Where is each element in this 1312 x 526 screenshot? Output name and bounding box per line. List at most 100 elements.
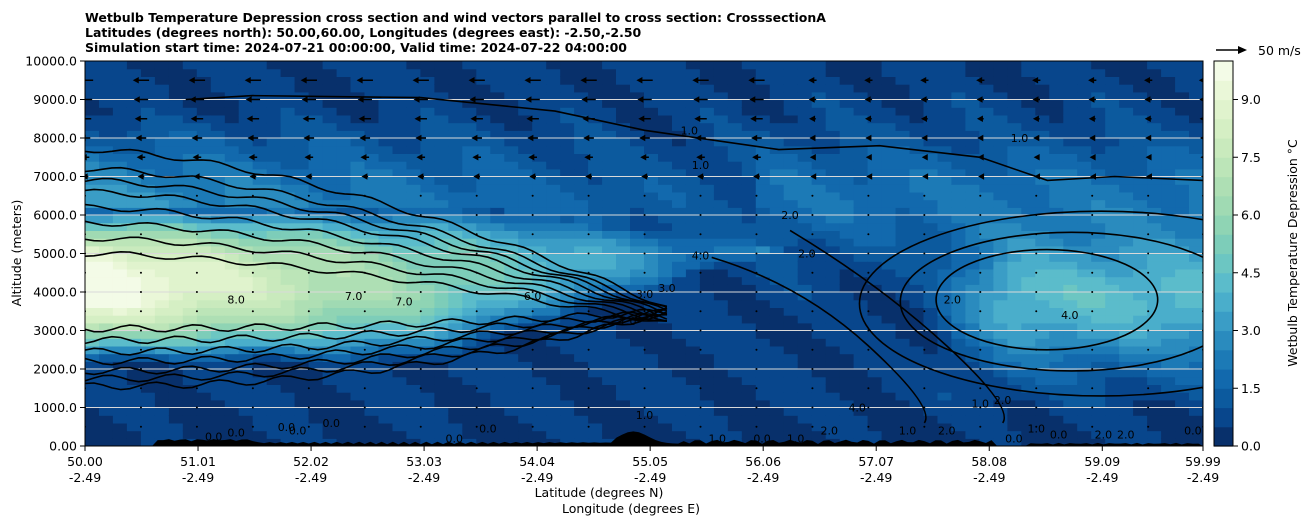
field-cell	[797, 376, 813, 385]
field-cell	[937, 415, 953, 424]
field-cell	[1189, 253, 1203, 262]
field-cell	[797, 384, 813, 393]
field-cell	[336, 184, 352, 193]
field-cell	[518, 153, 533, 162]
field-cell	[602, 392, 617, 401]
field-cell	[937, 207, 953, 216]
field-cell	[797, 84, 813, 93]
wind-vector	[134, 115, 148, 122]
field-cell	[476, 415, 491, 424]
field-cell	[490, 76, 505, 85]
field-cell	[839, 168, 855, 178]
field-cell	[881, 76, 897, 85]
wind-vector	[1091, 310, 1094, 313]
field-cell	[280, 161, 296, 170]
field-cell	[406, 138, 421, 147]
field-cell	[252, 322, 268, 332]
field-cell	[462, 184, 477, 193]
field-cell	[685, 422, 701, 432]
field-cell	[308, 99, 324, 108]
field-cell	[672, 199, 687, 208]
field-cell	[1189, 114, 1203, 124]
contour-label: 2.0	[820, 425, 838, 438]
field-cell	[1077, 438, 1092, 446]
x-tick-label-lat: 59.99	[1185, 454, 1221, 469]
field-cell	[462, 299, 477, 308]
field-cell	[294, 245, 310, 255]
field-cell	[1049, 215, 1064, 224]
field-cell	[532, 245, 547, 255]
wind-vector	[307, 233, 310, 236]
field-cell	[85, 91, 100, 101]
field-cell	[685, 276, 701, 285]
field-cell	[588, 245, 603, 255]
field-cell	[85, 145, 100, 154]
wind-vector	[139, 387, 142, 390]
field-cell	[168, 176, 184, 185]
field-cell	[85, 353, 100, 362]
field-cell	[476, 422, 491, 432]
field-cell	[294, 230, 310, 239]
field-cell	[392, 353, 408, 362]
field-cell	[881, 68, 897, 77]
field-cell	[434, 384, 449, 393]
field-cell	[797, 91, 813, 101]
field-cell	[1077, 145, 1092, 154]
field-cell	[350, 114, 366, 124]
field-cell	[252, 430, 268, 439]
field-cell	[993, 315, 1008, 324]
field-cell	[1091, 438, 1106, 446]
field-cell	[434, 91, 449, 101]
field-cell	[336, 230, 352, 239]
field-cell	[839, 430, 855, 439]
y-tick-label: 1000.0	[33, 400, 77, 415]
wind-vector	[251, 194, 254, 197]
field-cell	[322, 122, 338, 131]
field-cell	[727, 199, 743, 208]
field-cell	[476, 91, 491, 101]
field-cell	[602, 122, 617, 131]
field-cell	[238, 392, 254, 401]
field-cell	[560, 138, 575, 147]
field-cell	[434, 315, 449, 324]
field-cell	[1175, 191, 1190, 201]
field-cell	[1147, 122, 1162, 131]
field-cell	[1007, 384, 1022, 393]
field-cell	[1105, 315, 1120, 324]
field-cell	[783, 430, 799, 439]
field-cell	[699, 107, 715, 116]
field-cell	[378, 415, 394, 424]
field-cell	[364, 276, 380, 285]
field-cell	[797, 345, 813, 355]
field-cell	[1147, 184, 1162, 193]
field-cell	[853, 215, 869, 224]
field-cell	[685, 322, 701, 332]
wind-vector	[811, 387, 814, 390]
field-cell	[182, 353, 198, 362]
field-cell	[112, 276, 128, 285]
field-cell	[434, 330, 449, 339]
field-cell	[448, 215, 463, 224]
wind-vector	[1089, 173, 1096, 180]
field-cell	[909, 215, 925, 224]
field-cell	[1161, 345, 1176, 355]
field-cell	[336, 68, 352, 77]
field-cell	[1007, 99, 1022, 108]
wind-vector	[1091, 252, 1094, 255]
field-cell	[881, 292, 897, 301]
field-cell	[504, 230, 519, 239]
field-cell	[1063, 307, 1078, 316]
wind-vector	[85, 173, 89, 180]
field-cell	[518, 399, 533, 409]
field-cell	[672, 253, 687, 262]
wind-vector	[755, 310, 758, 313]
field-cell	[504, 415, 519, 424]
field-cell	[350, 153, 366, 162]
field-cell	[755, 61, 771, 70]
field-cell	[1161, 322, 1176, 332]
field-cell	[126, 138, 142, 147]
field-cell	[574, 138, 589, 147]
field-cell	[364, 222, 380, 231]
wind-vector	[307, 329, 310, 332]
